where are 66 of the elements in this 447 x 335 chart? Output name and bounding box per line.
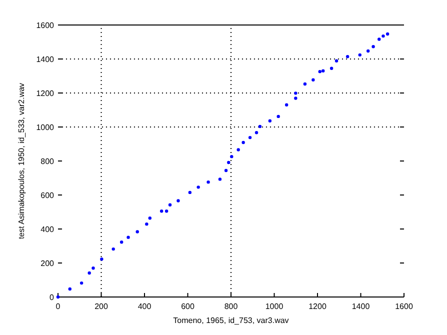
point	[382, 34, 385, 38]
x-tick-label: 1200	[308, 302, 327, 311]
point	[196, 186, 200, 189]
point	[372, 44, 375, 48]
point	[145, 222, 148, 226]
point	[248, 136, 252, 140]
point	[227, 160, 230, 164]
point	[322, 69, 325, 72]
point	[284, 103, 288, 106]
point	[303, 82, 307, 86]
y-tick-label: 1600	[36, 21, 55, 30]
point	[56, 295, 60, 299]
point	[224, 168, 228, 172]
point	[254, 131, 258, 134]
y-axis-title: test Asimakopoulos, 1950, id_533, var2.wav	[17, 82, 26, 240]
x-tick-label: 1400	[352, 302, 370, 311]
point	[68, 287, 72, 291]
point	[358, 53, 362, 57]
y-tick-label: 600	[40, 191, 55, 200]
point	[318, 70, 322, 74]
point	[378, 38, 381, 41]
point	[160, 210, 164, 213]
x-tick-label: 1600	[395, 302, 414, 311]
point	[80, 281, 84, 285]
point	[276, 114, 280, 118]
y-tick-label: 1000	[36, 123, 55, 132]
x-tick-label: 200	[94, 302, 108, 311]
y-tick-label: 1200	[36, 89, 55, 98]
point	[366, 49, 370, 53]
point	[176, 199, 180, 202]
point	[294, 92, 298, 95]
y-tick-label: 200	[40, 259, 55, 268]
point	[386, 32, 390, 36]
point	[206, 180, 210, 184]
x-tick-label: 0	[56, 302, 61, 311]
y-tick-label: 800	[40, 157, 55, 166]
point	[294, 96, 298, 100]
point	[312, 78, 315, 82]
x-tick-label: 1000	[265, 302, 284, 311]
x-axis-title: Tomeno, 1965, id_753, var3.wav	[173, 316, 289, 325]
point	[242, 140, 245, 144]
y-tick-label: 400	[40, 225, 55, 234]
point	[88, 271, 91, 275]
point	[168, 203, 172, 206]
point	[330, 66, 334, 70]
y-tick-label: 1400	[36, 55, 55, 64]
point	[258, 124, 262, 128]
point	[236, 148, 240, 152]
x-tick-label: 600	[181, 302, 195, 311]
point	[268, 119, 272, 122]
point	[346, 55, 350, 58]
x-tick-label: 800	[224, 302, 238, 311]
point	[218, 178, 222, 181]
point	[100, 257, 104, 261]
point	[112, 247, 115, 251]
point	[188, 190, 192, 194]
point	[334, 59, 338, 62]
point	[148, 216, 152, 220]
y-tick-label: 0	[50, 293, 55, 302]
x-tick-label: 400	[138, 302, 152, 311]
point	[126, 236, 130, 239]
point	[92, 266, 95, 270]
point	[230, 154, 234, 158]
point	[164, 210, 168, 213]
point	[120, 240, 124, 244]
point	[136, 230, 139, 234]
